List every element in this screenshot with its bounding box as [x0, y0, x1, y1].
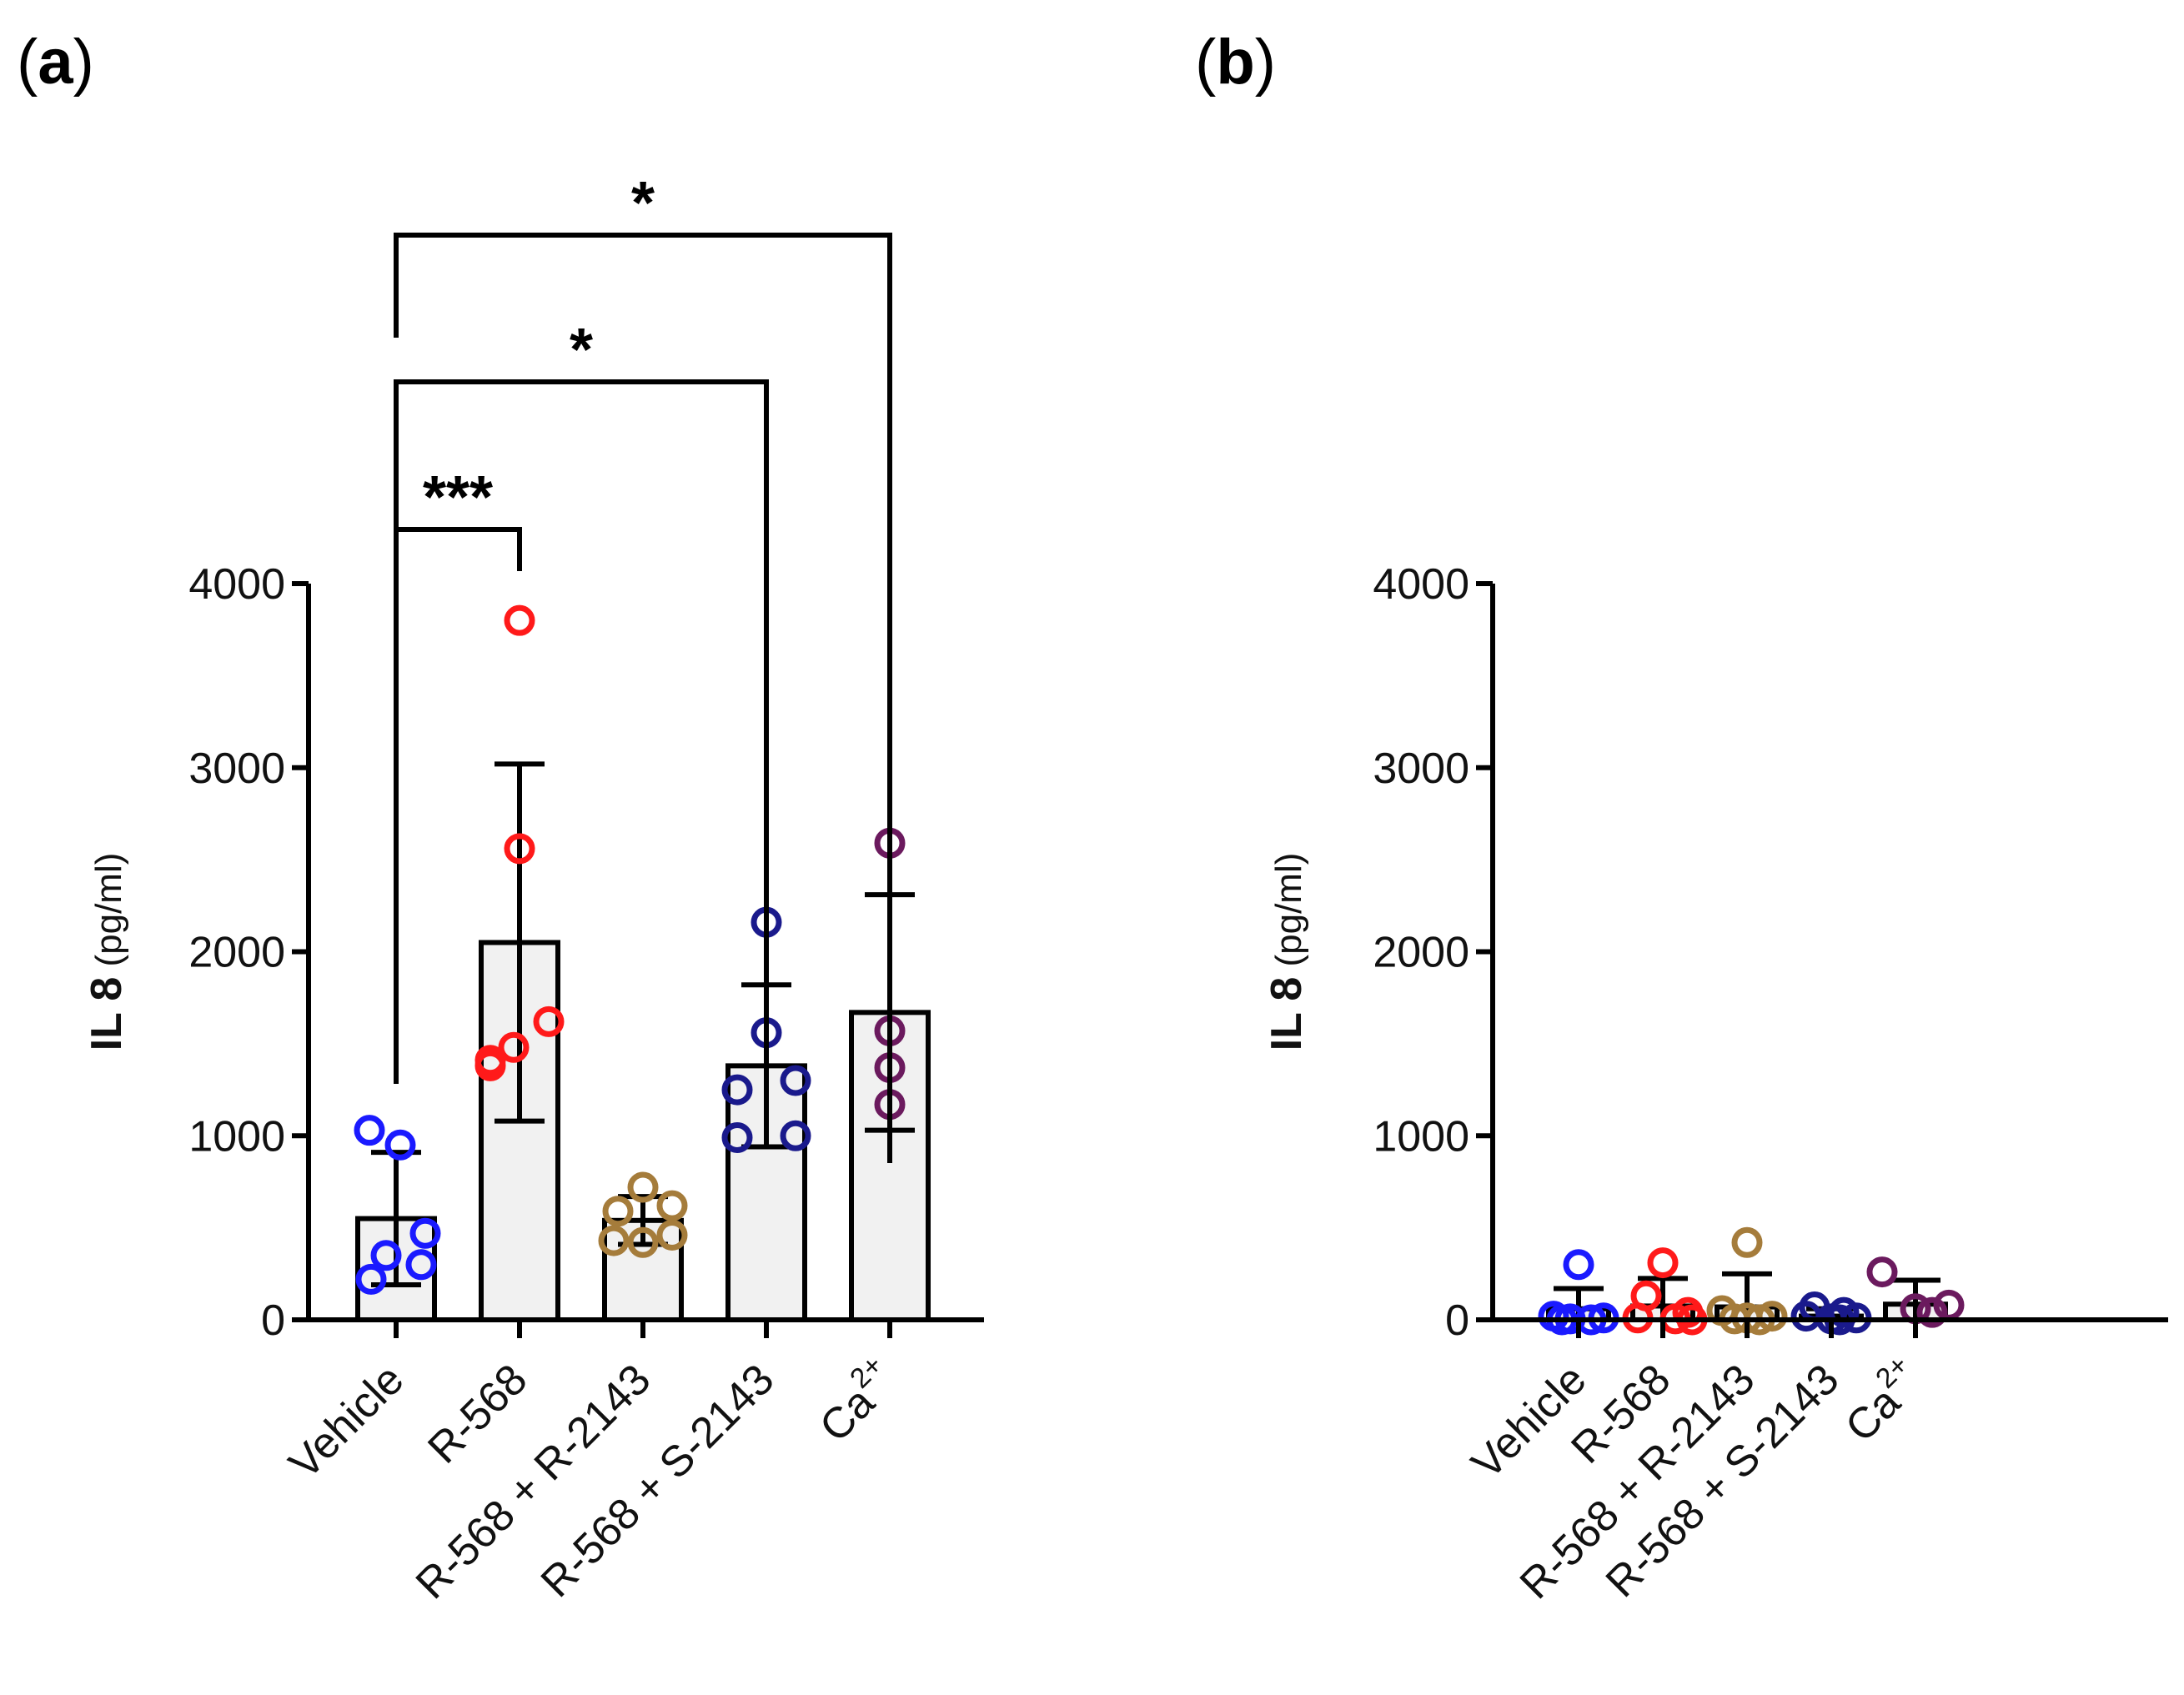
- data-point: [370, 1240, 402, 1271]
- significance-bracket: [394, 233, 892, 1163]
- data-point: [1647, 1247, 1679, 1279]
- data-point: [721, 1074, 753, 1106]
- data-point: [504, 604, 535, 636]
- data-point: [355, 1263, 387, 1295]
- data-point: [627, 1226, 659, 1258]
- significance-label: *: [631, 170, 655, 237]
- y-tick-label: 1000: [1373, 1112, 1469, 1161]
- x-tick-label: Vehicle: [280, 1355, 414, 1488]
- y-tick-label: 4000: [1373, 560, 1469, 609]
- x-tick-label: R-568 + S-2143: [532, 1355, 784, 1607]
- x-tick-label: R-568: [419, 1355, 536, 1472]
- y-tick-label: 4000: [188, 560, 285, 609]
- y-tick-label: 0: [261, 1296, 285, 1345]
- data-point: [656, 1219, 688, 1251]
- data-point: [409, 1217, 441, 1249]
- y-tick-label: 3000: [188, 745, 285, 793]
- data-point: [354, 1115, 385, 1146]
- significance-bracket: [394, 379, 769, 1142]
- data-point: [384, 1129, 416, 1161]
- data-point: [533, 1005, 565, 1037]
- x-tick-label: Ca2+: [1830, 1349, 1933, 1452]
- data-point: [1916, 1296, 1948, 1328]
- y-axis-label: IL 8 (pg/ml): [1263, 853, 1311, 1051]
- significance-label: ***: [423, 464, 493, 531]
- y-tick-label: 3000: [1373, 745, 1469, 793]
- panel-b: (b) 0 1000 2000 3000 4000 IL 8 (pg/ml) Vehicle…: [1195, 27, 2168, 1608]
- data-point: [780, 1120, 811, 1151]
- y-axis-label: IL 8 (pg/ml): [83, 853, 131, 1051]
- data-point: [627, 1171, 659, 1203]
- bar: [849, 1010, 931, 1323]
- y-tick-label: 0: [1445, 1296, 1469, 1345]
- panel-b-label: (b): [1195, 27, 1276, 98]
- data-point: [1866, 1256, 1898, 1288]
- data-point: [474, 1050, 506, 1081]
- y-tick-label: 2000: [1373, 929, 1469, 977]
- panel-a-label: (a): [17, 27, 94, 98]
- x-tick-label: Vehicle: [1463, 1355, 1596, 1488]
- data-point: [405, 1249, 437, 1281]
- data-point: [780, 1065, 811, 1096]
- data-point: [656, 1190, 688, 1221]
- data-point: [1731, 1226, 1763, 1258]
- data-point: [598, 1225, 630, 1256]
- data-point: [602, 1196, 634, 1227]
- y-tick-label: 1000: [188, 1112, 285, 1161]
- data-point: [498, 1031, 530, 1063]
- panel-a: (a) 0 1000 2000 3000 4000 IL 8 (pg/ml) Vehicle…: [17, 27, 984, 1608]
- data-point: [504, 833, 535, 865]
- data-point: [1563, 1249, 1594, 1281]
- data-point: [721, 1121, 753, 1153]
- y-tick-label: 2000: [188, 929, 285, 977]
- x-tick-label: Ca2+: [805, 1349, 907, 1452]
- significance-label: *: [570, 317, 593, 384]
